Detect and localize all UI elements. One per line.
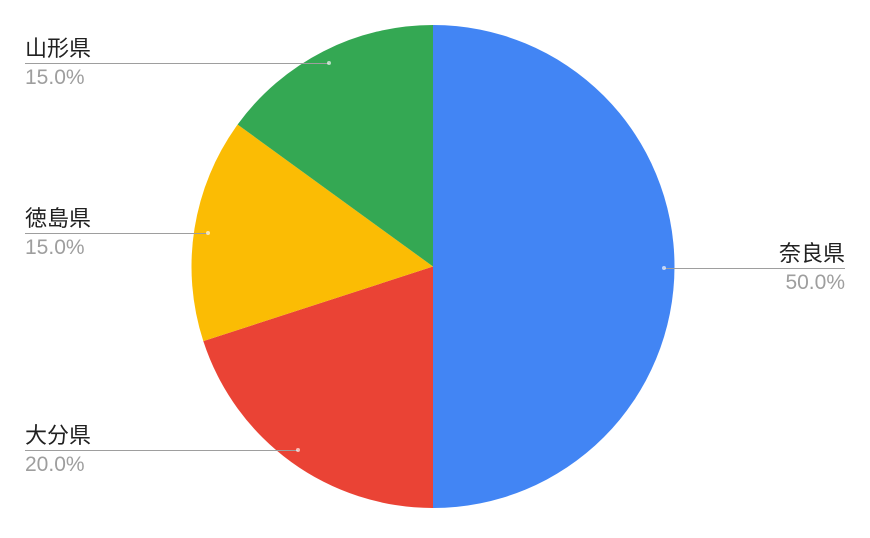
pie-slice-nara[interactable]: [433, 25, 675, 508]
pie-slice-tokushima[interactable]: [191, 124, 433, 342]
pie-slice-yamagata[interactable]: [237, 25, 433, 267]
pie-slice-oita[interactable]: [203, 266, 433, 509]
